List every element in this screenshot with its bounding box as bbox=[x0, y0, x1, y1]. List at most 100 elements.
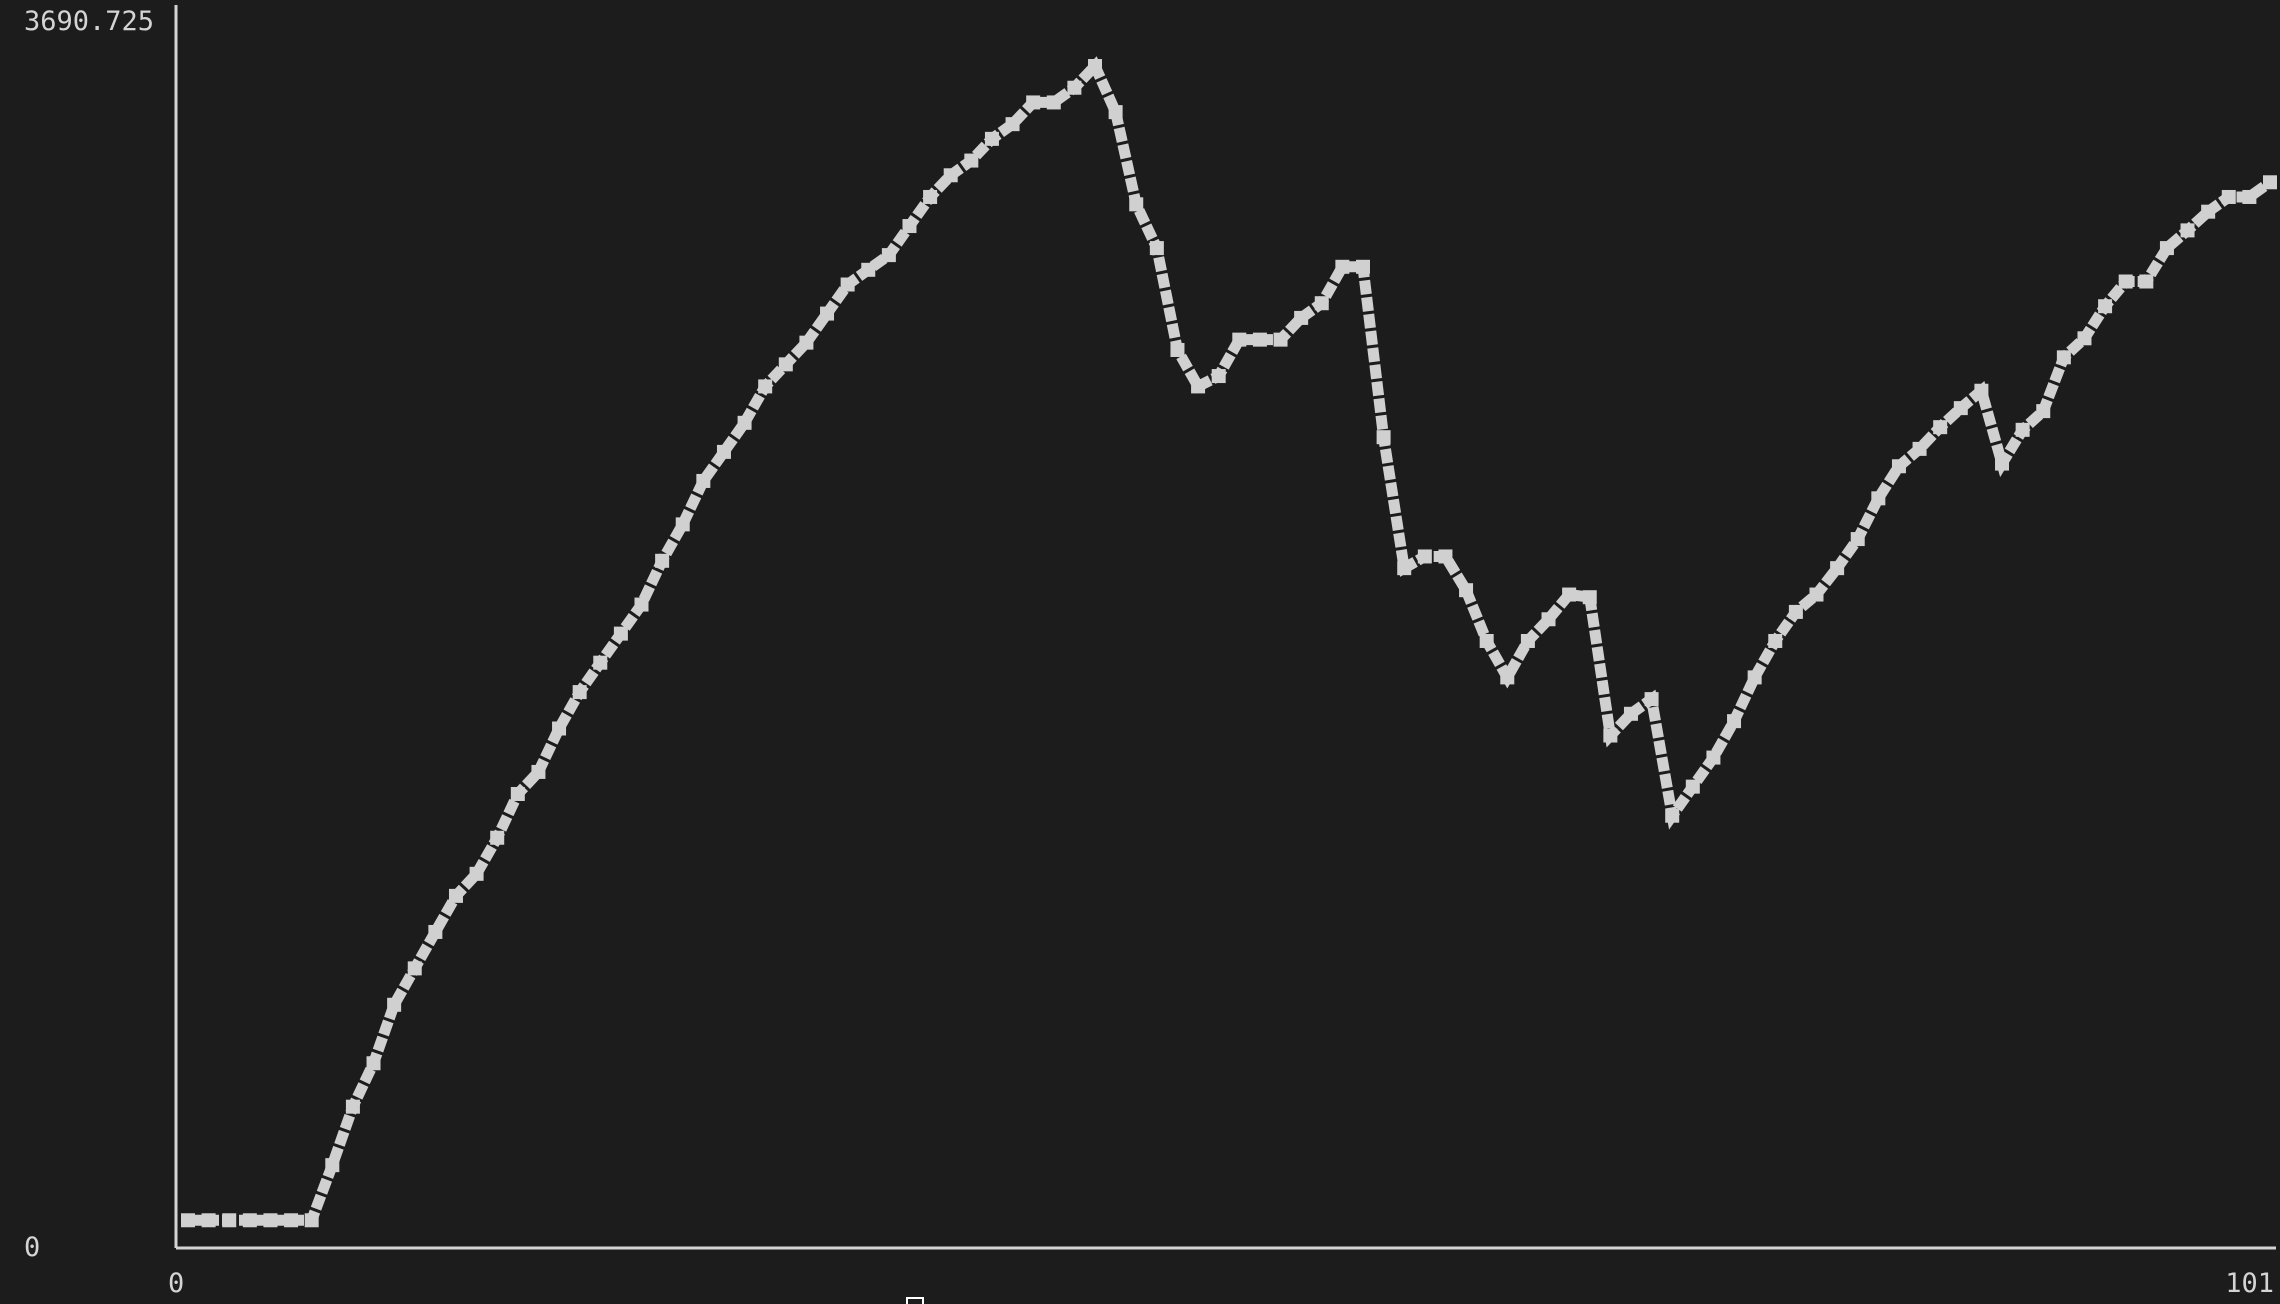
data-point bbox=[1026, 95, 1041, 110]
data-point bbox=[881, 248, 896, 263]
data-point bbox=[387, 997, 402, 1012]
data-point bbox=[1685, 779, 1700, 794]
data-point bbox=[2221, 189, 2236, 204]
data-point bbox=[1953, 401, 1968, 416]
data-point bbox=[1273, 332, 1288, 347]
data-point bbox=[1397, 561, 1412, 576]
data-point bbox=[1252, 332, 1267, 347]
data-point bbox=[181, 1213, 195, 1228]
data-point bbox=[2118, 274, 2133, 289]
data-point bbox=[304, 1213, 319, 1228]
data-point bbox=[1376, 430, 1391, 445]
data-point bbox=[1438, 549, 1453, 564]
data-point bbox=[593, 655, 608, 670]
data-point bbox=[1644, 692, 1659, 707]
data-point bbox=[366, 1056, 381, 1071]
data-point bbox=[902, 219, 917, 234]
data-point bbox=[2036, 404, 2051, 419]
series-polyline bbox=[188, 56, 2274, 1226]
data-point bbox=[1211, 369, 1226, 384]
data-point bbox=[284, 1213, 299, 1228]
data-point bbox=[242, 1213, 257, 1228]
data-point bbox=[1294, 310, 1309, 325]
data-point bbox=[1974, 383, 1989, 398]
data-point bbox=[1417, 549, 1432, 564]
data-point bbox=[1335, 259, 1350, 274]
data-point bbox=[758, 379, 773, 394]
data-point bbox=[1129, 197, 1144, 212]
data-point bbox=[1170, 342, 1185, 357]
data-point bbox=[778, 357, 793, 372]
data-point bbox=[861, 262, 876, 277]
x-tick-label-left: 0 bbox=[168, 1268, 185, 1299]
data-point bbox=[428, 924, 443, 939]
data-point bbox=[716, 444, 731, 459]
data-point bbox=[1809, 587, 1824, 602]
data-point bbox=[737, 415, 752, 430]
data-point bbox=[2077, 331, 2092, 346]
data-point bbox=[675, 517, 690, 532]
data-point bbox=[840, 277, 855, 292]
data-point bbox=[263, 1213, 278, 1228]
data-point bbox=[2263, 175, 2277, 190]
data-point bbox=[1355, 259, 1370, 274]
data-point bbox=[2201, 204, 2216, 219]
data-point bbox=[2098, 299, 2113, 314]
data-point bbox=[1727, 714, 1742, 729]
data-point bbox=[407, 961, 422, 976]
data-point bbox=[1314, 296, 1329, 311]
data-point bbox=[1891, 459, 1906, 474]
data-point bbox=[634, 597, 649, 612]
data-point bbox=[984, 131, 999, 146]
data-point bbox=[1830, 561, 1845, 576]
data-point bbox=[325, 1158, 340, 1173]
data-point bbox=[1747, 670, 1762, 685]
data-point bbox=[345, 1099, 360, 1114]
data-point bbox=[490, 830, 505, 845]
data-point bbox=[1995, 456, 2010, 471]
data-point bbox=[2180, 223, 2195, 238]
data-point bbox=[613, 626, 628, 641]
data-point bbox=[1479, 633, 1494, 648]
data-point bbox=[469, 866, 484, 881]
data-point bbox=[1933, 420, 1948, 435]
data-point bbox=[1871, 491, 1886, 506]
y-tick-label-top: 3690.725 bbox=[24, 6, 155, 37]
data-point bbox=[1005, 117, 1020, 132]
data-point bbox=[1046, 95, 1061, 110]
data-point bbox=[2056, 350, 2071, 365]
data-point bbox=[1706, 750, 1721, 765]
data-point bbox=[923, 189, 938, 204]
data-point bbox=[1912, 441, 1927, 456]
series-line bbox=[181, 56, 2277, 1228]
x-tick-label-right: 101 bbox=[2225, 1268, 2274, 1299]
data-point bbox=[1582, 590, 1597, 605]
data-point bbox=[1665, 808, 1680, 823]
data-point bbox=[1232, 332, 1247, 347]
data-point bbox=[510, 786, 525, 801]
data-point bbox=[1191, 379, 1206, 394]
data-point bbox=[1108, 105, 1123, 120]
data-point bbox=[2242, 189, 2257, 204]
data-point bbox=[1459, 583, 1474, 598]
data-point bbox=[1067, 80, 1082, 95]
data-point bbox=[572, 685, 587, 700]
data-point bbox=[799, 335, 814, 350]
cursor-block-icon bbox=[906, 1297, 924, 1304]
data-point bbox=[448, 888, 463, 903]
data-point bbox=[2139, 274, 2154, 289]
data-point bbox=[1520, 633, 1535, 648]
data-point bbox=[552, 721, 567, 736]
data-point bbox=[1603, 728, 1618, 743]
data-point bbox=[1768, 633, 1783, 648]
data-point bbox=[201, 1213, 216, 1228]
y-tick-label-bottom: 0 bbox=[24, 1232, 41, 1263]
data-point bbox=[1788, 604, 1803, 619]
data-point bbox=[1149, 241, 1164, 256]
data-point bbox=[1623, 706, 1638, 721]
data-point bbox=[943, 168, 958, 183]
data-point bbox=[1500, 670, 1515, 685]
data-point bbox=[1562, 587, 1577, 602]
data-point bbox=[696, 473, 711, 488]
